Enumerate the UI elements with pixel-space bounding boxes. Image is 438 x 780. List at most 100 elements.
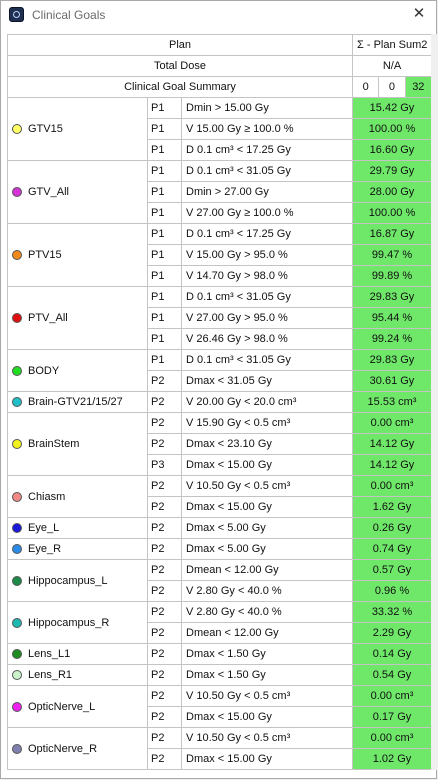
goal-row[interactable]: BrainStem P2 V 15.90 Gy < 0.5 cm³ 0.00 cm³ bbox=[7, 412, 432, 476]
goal-row[interactable]: P2 Dmax < 15.00 Gy 0.17 Gy bbox=[8, 706, 432, 728]
roi-cell[interactable]: PTV15 bbox=[7, 223, 148, 287]
roi-cell[interactable]: Brain-GTV21/15/27 bbox=[7, 391, 148, 413]
goal-row[interactable]: P1 D 0.1 cm³ < 17.25 Gy 16.60 Gy bbox=[8, 139, 432, 161]
roi-cell[interactable]: Eye_L bbox=[7, 517, 148, 539]
roi-name: Eye_R bbox=[28, 543, 62, 555]
goal-plan: P2 bbox=[147, 538, 182, 560]
goal-criterion: Dmean < 12.00 Gy bbox=[181, 559, 353, 581]
goal-value: 16.87 Gy bbox=[352, 223, 432, 245]
goal-criterion: Dmax < 5.00 Gy bbox=[181, 517, 353, 539]
goal-criterion: D 0.1 cm³ < 17.25 Gy bbox=[181, 223, 353, 245]
goal-criterion: Dmax < 5.00 Gy bbox=[181, 538, 353, 560]
goal-plan: P2 bbox=[147, 685, 182, 707]
goal-row[interactable]: P2 Dmean < 12.00 Gy 2.29 Gy bbox=[8, 622, 432, 644]
roi-cell[interactable]: OpticNerve_R bbox=[7, 727, 148, 770]
plan-sum-header[interactable]: Σ - Plan Sum2 bbox=[352, 34, 432, 56]
goal-row[interactable]: Eye_L P2 Dmax < 5.00 Gy 0.26 Gy bbox=[7, 517, 432, 539]
goal-value: 29.83 Gy bbox=[352, 349, 432, 371]
goal-row[interactable]: BODY P1 D 0.1 cm³ < 31.05 Gy 29.83 Gy bbox=[7, 349, 432, 392]
total-dose-row: Total Dose N/A bbox=[7, 55, 432, 77]
goal-value: 99.89 % bbox=[352, 265, 432, 287]
goal-row[interactable]: PTV_All P1 D 0.1 cm³ < 31.05 Gy 29.83 Gy bbox=[7, 286, 432, 350]
goal-row[interactable]: P2 Dmax < 31.05 Gy 30.61 Gy bbox=[8, 370, 432, 392]
total-dose-label: Total Dose bbox=[7, 55, 353, 77]
goal-row[interactable]: P1 V 26.46 Gy > 98.0 % 99.24 % bbox=[8, 328, 432, 350]
goal-summary-label: Clinical Goal Summary bbox=[7, 76, 353, 98]
goal-row[interactable]: Hippocampus_R P2 V 2.80 Gy < 40.0 % 33.32 % bbox=[7, 601, 432, 644]
roi-cell[interactable]: Lens_L1 bbox=[7, 643, 148, 665]
passed-count: 32 bbox=[404, 77, 431, 97]
goal-plan: P2 bbox=[147, 706, 182, 728]
roi-cell[interactable]: GTV15 bbox=[7, 97, 148, 161]
goal-value: 0.57 Gy bbox=[352, 559, 432, 581]
roi-color-dot-icon bbox=[12, 544, 22, 554]
goal-criterion: V 2.80 Gy < 40.0 % bbox=[181, 601, 353, 623]
goal-value: 99.24 % bbox=[352, 328, 432, 350]
goal-criterion: D 0.1 cm³ < 31.05 Gy bbox=[181, 349, 353, 371]
roi-name: Brain-GTV21/15/27 bbox=[28, 396, 123, 408]
goal-criterion: V 14.70 Gy > 98.0 % bbox=[181, 265, 353, 287]
roi-cell[interactable]: BODY bbox=[7, 349, 148, 392]
goal-plan: P3 bbox=[147, 454, 182, 476]
total-dose-value: N/A bbox=[352, 55, 432, 77]
roi-name: Lens_R1 bbox=[28, 669, 73, 681]
goal-criterion: Dmax < 31.05 Gy bbox=[181, 370, 353, 392]
goal-row[interactable]: OpticNerve_R P2 V 10.50 Gy < 0.5 cm³ 0.00 c… bbox=[7, 727, 432, 770]
roi-color-dot-icon bbox=[12, 649, 22, 659]
roi-cell[interactable]: GTV_All bbox=[7, 160, 148, 224]
goal-plan: P1 bbox=[147, 265, 182, 287]
goal-plan: P2 bbox=[147, 580, 182, 602]
goal-value: 28.00 Gy bbox=[352, 181, 432, 203]
goal-row[interactable]: P2 Dmax < 15.00 Gy 1.02 Gy bbox=[8, 748, 432, 770]
roi-cell[interactable]: BrainStem bbox=[7, 412, 148, 476]
clinical-goals-table: Plan Σ - Plan Sum2 Total Dose N/A Clinic… bbox=[7, 34, 432, 770]
goal-row[interactable]: P1 V 14.70 Gy > 98.0 % 99.89 % bbox=[8, 265, 432, 287]
roi-cell[interactable]: Eye_R bbox=[7, 538, 148, 560]
goal-plan: P1 bbox=[147, 349, 182, 371]
goal-row[interactable]: Lens_R1 P2 Dmax < 1.50 Gy 0.54 Gy bbox=[7, 664, 432, 686]
goal-criterion: D 0.1 cm³ < 31.05 Gy bbox=[181, 286, 353, 308]
goal-row[interactable]: P1 Dmin > 27.00 Gy 28.00 Gy bbox=[8, 181, 432, 203]
goal-row[interactable]: P2 Dmax < 23.10 Gy 14.12 Gy bbox=[8, 433, 432, 455]
roi-color-dot-icon bbox=[12, 491, 22, 502]
goal-row[interactable]: P1 V 27.00 Gy ≥ 100.0 % 100.00 % bbox=[8, 202, 432, 224]
goal-row[interactable]: OpticNerve_L P2 V 10.50 Gy < 0.5 cm³ 0.00 c… bbox=[7, 685, 432, 728]
goal-plan: P2 bbox=[147, 559, 182, 581]
roi-cell[interactable]: Lens_R1 bbox=[7, 664, 148, 686]
roi-name: OpticNerve_L bbox=[28, 700, 96, 713]
goal-row[interactable]: PTV15 P1 D 0.1 cm³ < 17.25 Gy 16.87 Gy bbox=[7, 223, 432, 287]
roi-name: Hippocampus_R bbox=[28, 616, 110, 629]
goal-plan: P1 bbox=[147, 139, 182, 161]
goal-criterion: V 10.50 Gy < 0.5 cm³ bbox=[181, 475, 353, 497]
roi-cell[interactable]: Hippocampus_L bbox=[7, 559, 148, 602]
goal-row[interactable]: P2 V 2.80 Gy < 40.0 % 0.96 % bbox=[8, 580, 432, 602]
goal-row[interactable]: P1 V 15.00 Gy ≥ 100.0 % 100.00 % bbox=[8, 118, 432, 140]
goal-criterion: V 2.80 Gy < 40.0 % bbox=[181, 580, 353, 602]
goal-plan: P2 bbox=[147, 622, 182, 644]
goal-value: 0.74 Gy bbox=[352, 538, 432, 560]
goal-criterion: V 15.90 Gy < 0.5 cm³ bbox=[181, 412, 353, 434]
goal-criterion: V 15.00 Gy > 95.0 % bbox=[181, 244, 353, 266]
goal-row[interactable]: Eye_R P2 Dmax < 5.00 Gy 0.74 Gy bbox=[7, 538, 432, 560]
close-button[interactable]: ✕ bbox=[412, 5, 426, 22]
roi-name: BrainStem bbox=[28, 438, 80, 450]
goal-row[interactable]: Chiasm P2 V 10.50 Gy < 0.5 cm³ 0.00 cm³ bbox=[7, 475, 432, 518]
goal-row[interactable]: GTV_All P1 D 0.1 cm³ < 31.05 Gy 29.79 Gy bbox=[7, 160, 432, 224]
roi-color-dot-icon bbox=[12, 575, 22, 586]
goal-plan: P1 bbox=[147, 118, 182, 140]
goal-plan: P1 bbox=[147, 181, 182, 203]
goal-row[interactable]: Hippocampus_L P2 Dmean < 12.00 Gy 0.57 Gy bbox=[7, 559, 432, 602]
goal-plan: P2 bbox=[147, 517, 182, 539]
roi-cell[interactable]: Hippocampus_R bbox=[7, 601, 148, 644]
roi-cell[interactable]: PTV_All bbox=[7, 286, 148, 350]
goal-row[interactable]: Brain-GTV21/15/27 P2 V 20.00 Gy < 20.0 cm³… bbox=[7, 391, 432, 413]
goal-row[interactable]: Lens_L1 P2 Dmax < 1.50 Gy 0.14 Gy bbox=[7, 643, 432, 665]
roi-cell[interactable]: OpticNerve_L bbox=[7, 685, 148, 728]
goal-row[interactable]: GTV15 P1 Dmin > 15.00 Gy 15.42 Gy bbox=[7, 97, 432, 161]
roi-name: PTV_All bbox=[28, 312, 68, 324]
goal-value: 15.53 cm³ bbox=[352, 391, 432, 413]
roi-cell[interactable]: Chiasm bbox=[7, 475, 148, 518]
roi-color-dot-icon bbox=[12, 701, 22, 712]
goal-row[interactable]: P3 Dmax < 15.00 Gy 14.12 Gy bbox=[8, 454, 432, 476]
